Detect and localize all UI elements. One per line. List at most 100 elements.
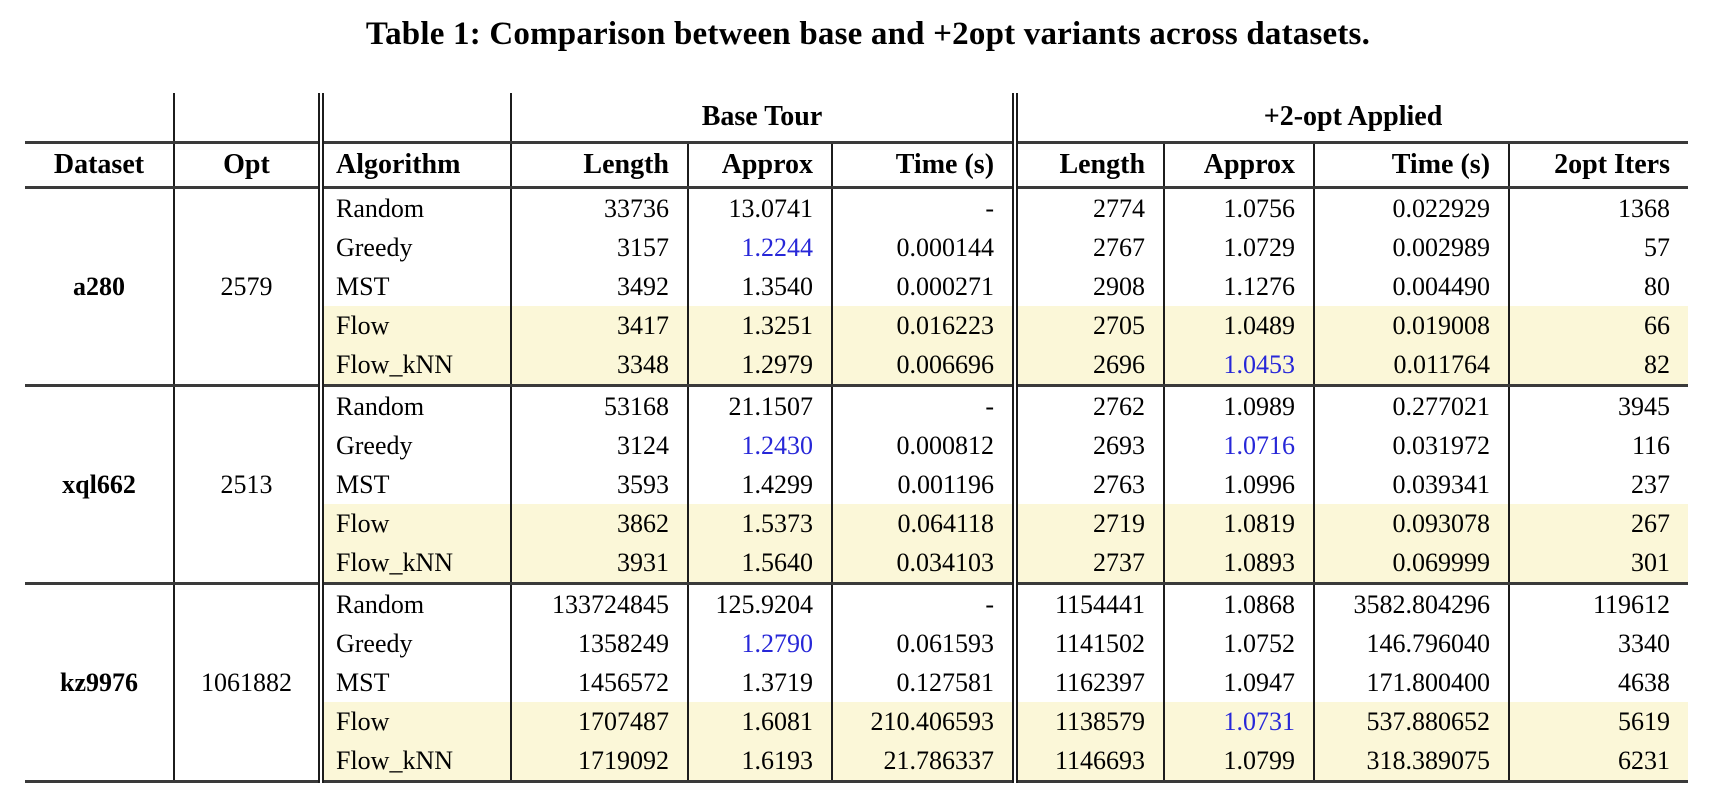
column-header-opt-approx: Approx xyxy=(1163,142,1315,189)
opt-length-cell: 1141502 xyxy=(1012,624,1165,663)
column-header-base-time: Time (s) xyxy=(830,142,1016,189)
opt-approx-cell: 1.0756 xyxy=(1163,187,1315,228)
iters-cell: 116 xyxy=(1508,426,1689,465)
base-approx-cell: 1.3719 xyxy=(687,663,832,702)
base-approx-cell: 1.4299 xyxy=(687,465,832,504)
iters-cell: 301 xyxy=(1508,543,1689,585)
base-time-cell: 0.016223 xyxy=(830,306,1016,345)
opt-time-cell: 171.800400 xyxy=(1313,663,1510,702)
group-header-2opt-applied: +2-opt Applied xyxy=(1012,93,1689,144)
comparison-table: Base Tour +2-opt Applied Dataset Opt Alg… xyxy=(25,93,1689,783)
base-time-cell: 0.061593 xyxy=(830,624,1016,663)
algorithm-cell: Random xyxy=(318,187,511,228)
base-approx-cell: 125.9204 xyxy=(687,583,832,624)
algorithm-cell: MST xyxy=(318,465,511,504)
opt-approx-cell: 1.0716 xyxy=(1163,426,1315,465)
iters-cell: 3340 xyxy=(1508,624,1689,663)
base-time-cell: 0.006696 xyxy=(830,345,1016,387)
opt-time-cell: 0.022929 xyxy=(1313,187,1510,228)
table-row: Flow_kNN 3348 1.2979 0.006696 2696 1.0453 0.01… xyxy=(25,345,1689,387)
base-time-cell: 0.000271 xyxy=(830,267,1016,306)
base-length-cell: 1358249 xyxy=(510,624,688,663)
group-header-empty-dataset xyxy=(25,93,174,144)
column-header-opt-length: Length xyxy=(1012,142,1165,189)
opt-length-cell: 1154441 xyxy=(1012,583,1165,624)
base-length-cell: 1707487 xyxy=(510,702,688,741)
opt-approx-cell: 1.0996 xyxy=(1163,465,1315,504)
opt-time-cell: 537.880652 xyxy=(1313,702,1510,741)
base-approx-cell: 1.3251 xyxy=(687,306,832,345)
opt-length-cell: 2908 xyxy=(1012,267,1165,306)
iters-cell: 1368 xyxy=(1508,187,1689,228)
base-length-cell: 1456572 xyxy=(510,663,688,702)
opt-approx-cell: 1.0799 xyxy=(1163,741,1315,783)
group-header-empty-opt xyxy=(173,93,321,144)
base-approx-cell: 1.2979 xyxy=(687,345,832,387)
base-approx-cell: 1.6081 xyxy=(687,702,832,741)
base-length-cell: 33736 xyxy=(510,187,688,228)
paper-page: Table 1: Comparison between base and +2o… xyxy=(25,16,1689,783)
algorithm-cell: Greedy xyxy=(318,228,511,267)
opt-length-cell: 1138579 xyxy=(1012,702,1165,741)
opt-time-cell: 0.277021 xyxy=(1313,385,1510,426)
base-length-cell: 133724845 xyxy=(510,583,688,624)
opt-length-cell: 2705 xyxy=(1012,306,1165,345)
base-approx-cell: 1.2790 xyxy=(687,624,832,663)
table-body: a280 2579 Random 33736 13.0741-2774 1.0756 0.0… xyxy=(25,187,1689,783)
base-approx-cell: 21.1507 xyxy=(687,385,832,426)
algorithm-cell: Random xyxy=(318,385,511,426)
opt-approx-cell: 1.0947 xyxy=(1163,663,1315,702)
opt-approx-cell: 1.0868 xyxy=(1163,583,1315,624)
table-caption: Table 1: Comparison between base and +2o… xyxy=(365,16,1371,52)
table-row: MST 3593 1.4299 0.001196 2763 1.0996 0.039341 2… xyxy=(25,465,1689,504)
opt-time-cell: 0.004490 xyxy=(1313,267,1510,306)
group-header-empty-algorithm xyxy=(318,93,511,144)
algorithm-cell: Flow xyxy=(318,702,511,741)
base-length-cell: 3124 xyxy=(510,426,688,465)
table-row: xql662 2513 Random 53168 21.1507-2762 1.0989 0… xyxy=(25,385,1689,585)
opt-time-cell: 0.011764 xyxy=(1313,345,1510,387)
iters-cell: 66 xyxy=(1508,306,1689,345)
base-time-cell: 21.786337 xyxy=(830,741,1016,783)
opt-length-cell: 2774 xyxy=(1012,187,1165,228)
table-row: Flow 1707487 1.6081 210.406593 1138579 1.0731… xyxy=(25,702,1689,741)
table-row: Greedy 1358249 1.2790 0.061593 1141502 1.0752… xyxy=(25,624,1689,663)
algorithm-cell: Flow_kNN xyxy=(318,741,511,783)
table-row: Greedy 3157 1.2244 0.000144 2767 1.0729 0.0029… xyxy=(25,228,1689,267)
column-header-opt: Opt xyxy=(173,142,321,189)
opt-time-cell: 0.093078 xyxy=(1313,504,1510,543)
base-length-cell: 3348 xyxy=(510,345,688,387)
opt-time-cell: 0.069999 xyxy=(1313,543,1510,585)
opt-length-cell: 2763 xyxy=(1012,465,1165,504)
table-row: Flow_kNN 1719092 1.6193 21.786337 1146693 1.0… xyxy=(25,741,1689,783)
base-approx-cell: 1.6193 xyxy=(687,741,832,783)
algorithm-cell: MST xyxy=(318,267,511,306)
opt-length-cell: 1162397 xyxy=(1012,663,1165,702)
column-header-dataset: Dataset xyxy=(25,142,174,189)
table-row: MST 1456572 1.3719 0.127581 1162397 1.0947 171… xyxy=(25,663,1689,702)
table-row: Greedy 3124 1.2430 0.000812 2693 1.0716 0.0319… xyxy=(25,426,1689,465)
base-approx-cell: 13.0741 xyxy=(687,187,832,228)
algorithm-cell: Random xyxy=(318,583,511,624)
base-length-cell: 3157 xyxy=(510,228,688,267)
dataset-name: xql662 xyxy=(25,385,174,585)
base-length-cell: 3931 xyxy=(510,543,688,585)
opt-length-cell: 1146693 xyxy=(1012,741,1165,783)
algorithm-cell: Flow_kNN xyxy=(318,543,511,585)
opt-approx-cell: 1.0731 xyxy=(1163,702,1315,741)
algorithm-cell: Greedy xyxy=(318,426,511,465)
iters-cell: 3945 xyxy=(1508,385,1689,426)
base-length-cell: 3862 xyxy=(510,504,688,543)
algorithm-cell: MST xyxy=(318,663,511,702)
base-time-cell: 0.034103 xyxy=(830,543,1016,585)
opt-value: 1061882 xyxy=(173,583,321,783)
iters-cell: 5619 xyxy=(1508,702,1689,741)
opt-length-cell: 2737 xyxy=(1012,543,1165,585)
algorithm-cell: Flow_kNN xyxy=(318,345,511,387)
opt-approx-cell: 1.0819 xyxy=(1163,504,1315,543)
column-header-opt-time: Time (s) xyxy=(1313,142,1510,189)
opt-time-cell: 146.796040 xyxy=(1313,624,1510,663)
table-row: a280 2579 Random 33736 13.0741-2774 1.0756 0.0… xyxy=(25,187,1689,387)
group-header-row: Base Tour +2-opt Applied xyxy=(25,93,1689,144)
opt-length-cell: 2693 xyxy=(1012,426,1165,465)
